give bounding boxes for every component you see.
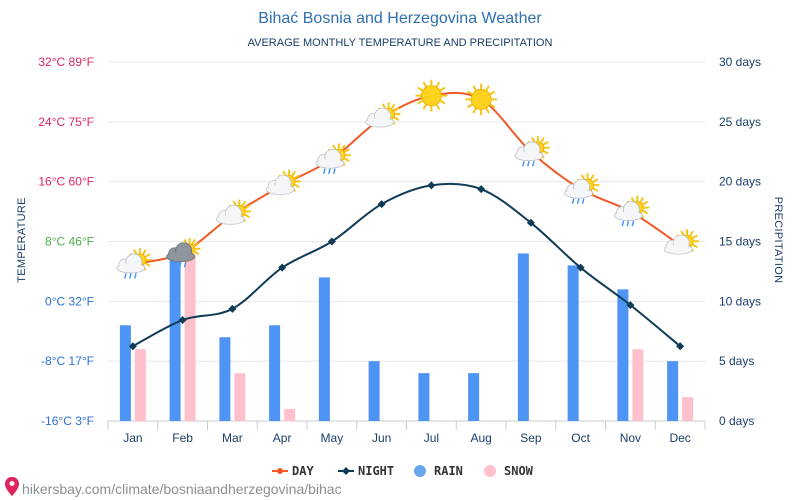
night-point [327, 237, 336, 246]
legend-item-day[interactable]: DAY [272, 464, 314, 478]
legend-label: SNOW [504, 464, 534, 478]
left-tick-label: 24°C 75°F [38, 115, 94, 129]
legend-item-rain[interactable]: RAIN [414, 464, 463, 478]
right-tick-label: 10 days [719, 294, 761, 308]
x-tick-label: Mar [222, 431, 243, 445]
partly-cloudy-icon [663, 229, 700, 255]
precipitation-bars [119, 253, 694, 421]
night-line [132, 182, 681, 348]
right-tick-label: 25 days [719, 115, 761, 129]
source-url[interactable]: hikersbay.com/climate/bosniaandherzegovi… [22, 481, 342, 497]
x-tick-label: Oct [571, 431, 590, 445]
x-tick-label: Jan [123, 431, 142, 445]
rain-bar [318, 277, 330, 421]
snow-bar [184, 253, 196, 421]
partly-cloudy-rain-icon [315, 143, 351, 174]
night-point [427, 181, 436, 190]
right-axis-ticks: 30 days 25 days 20 days 15 days 10 days 5 day… [719, 55, 761, 428]
x-tick-label: Sep [520, 431, 542, 445]
rain-bar [219, 337, 231, 421]
x-tick-label: Dec [669, 431, 690, 445]
partly-cloudy-rain-icon [116, 247, 152, 279]
partly-cloudy-icon [265, 169, 302, 195]
legend-item-snow[interactable]: SNOW [484, 464, 534, 478]
weather-icons [116, 79, 700, 279]
rain-bar [418, 373, 430, 421]
right-tick-label: 0 days [719, 414, 754, 428]
location-pin-icon [5, 477, 19, 496]
legend-label: DAY [292, 464, 314, 478]
x-tick-label: Feb [172, 431, 193, 445]
night-point [278, 263, 287, 272]
cloudy-rain-icon [166, 237, 201, 268]
day-line [132, 91, 681, 265]
rain-bar [119, 325, 131, 421]
legend: DAY NIGHT RAIN SNOW [272, 464, 534, 478]
snow-bar [134, 349, 146, 421]
x-tick-label: Apr [273, 431, 292, 445]
sun-icon [415, 79, 448, 112]
left-tick-label: 32°C 89°F [38, 55, 94, 69]
night-point [676, 342, 685, 351]
x-axis-ticks: Jan Feb Mar Apr May Jun Jul Aug Sep Oct Nov Dec [107, 421, 706, 445]
x-tick-label: Nov [620, 431, 641, 445]
rain-bar [667, 361, 679, 421]
rain-bar [269, 325, 281, 421]
right-axis-title: PRECIPITATION [772, 197, 784, 284]
legend-item-night[interactable]: NIGHT [338, 464, 394, 478]
left-tick-label: 0°C 32°F [45, 294, 94, 308]
left-tick-label: -8°C 17°F [41, 354, 94, 368]
partly-cloudy-rain-icon [564, 173, 600, 204]
partly-cloudy-icon [215, 199, 252, 225]
right-tick-label: 20 days [719, 175, 761, 189]
left-tick-label: 16°C 60°F [38, 175, 94, 189]
partly-cloudy-icon [365, 102, 401, 128]
left-axis-title: TEMPERATURE [16, 197, 28, 283]
right-tick-label: 15 days [719, 235, 761, 249]
chart-title: Bihać Bosnia and Herzegovina Weather [258, 10, 542, 27]
x-tick-label: Jun [372, 431, 391, 445]
temperature-lines [128, 91, 685, 351]
left-axis-ticks: 32°C 89°F 24°C 75°F 16°C 60°F 8°C 46°F 0°C 3… [38, 55, 94, 428]
rain-bar [567, 265, 579, 421]
source-link[interactable]: hikersbay.com/climate/bosniaandherzegovi… [5, 477, 342, 497]
left-tick-label: 8°C 46°F [45, 235, 94, 249]
night-point [576, 263, 585, 272]
x-tick-label: Aug [470, 431, 491, 445]
grid-lines [108, 61, 705, 422]
rain-bar [169, 253, 181, 421]
night-point [526, 218, 535, 227]
left-tick-label: -16°C 3°F [41, 414, 94, 428]
snow-bar [682, 397, 694, 421]
rain-bar [368, 361, 380, 421]
rain-bar [468, 373, 480, 421]
snow-bar [284, 409, 296, 421]
legend-label: NIGHT [358, 464, 394, 478]
chart-subtitle: AVERAGE MONTHLY TEMPERATURE AND PRECIPIT… [248, 37, 553, 49]
x-tick-label: May [321, 431, 344, 445]
rain-bar [617, 289, 629, 421]
snow-bar [632, 349, 644, 421]
night-point [626, 301, 635, 310]
snow-bar [234, 373, 246, 421]
night-point [128, 342, 137, 351]
sun-icon [465, 83, 498, 116]
partly-cloudy-rain-icon [613, 195, 650, 227]
night-point [477, 185, 486, 194]
rain-bar [517, 253, 529, 421]
right-tick-label: 30 days [719, 55, 761, 69]
night-point [228, 304, 237, 313]
x-tick-label: Jul [424, 431, 439, 445]
right-tick-label: 5 days [719, 354, 754, 368]
night-point [377, 200, 386, 209]
night-point [178, 316, 187, 325]
partly-cloudy-rain-icon [514, 135, 550, 167]
legend-label: RAIN [434, 464, 463, 478]
